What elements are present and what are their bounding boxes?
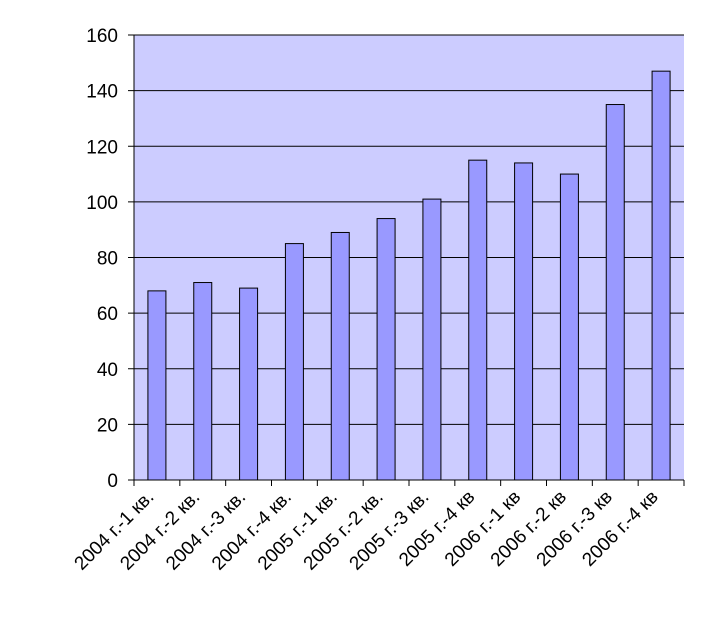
bar: [468, 159, 488, 481]
bar: [514, 162, 534, 481]
y-tick-label: 140: [86, 82, 118, 103]
bar: [239, 287, 259, 481]
y-tick-label: 100: [86, 193, 118, 214]
y-tick-label: 60: [97, 304, 118, 325]
bar: [559, 173, 579, 481]
y-tick-label: 160: [86, 26, 118, 47]
y-tick-label: 80: [97, 249, 118, 270]
bar: [330, 231, 350, 481]
bar: [651, 70, 671, 481]
bar: [193, 282, 213, 481]
bar: [376, 218, 396, 481]
bar: [147, 290, 167, 481]
bar: [284, 243, 304, 481]
y-tick-label: 20: [97, 415, 118, 436]
y-tick-label: 0: [107, 471, 118, 492]
y-tick-label: 120: [86, 137, 118, 158]
y-tick-label: 40: [97, 360, 118, 381]
bar: [605, 104, 625, 481]
bar: [422, 198, 442, 481]
